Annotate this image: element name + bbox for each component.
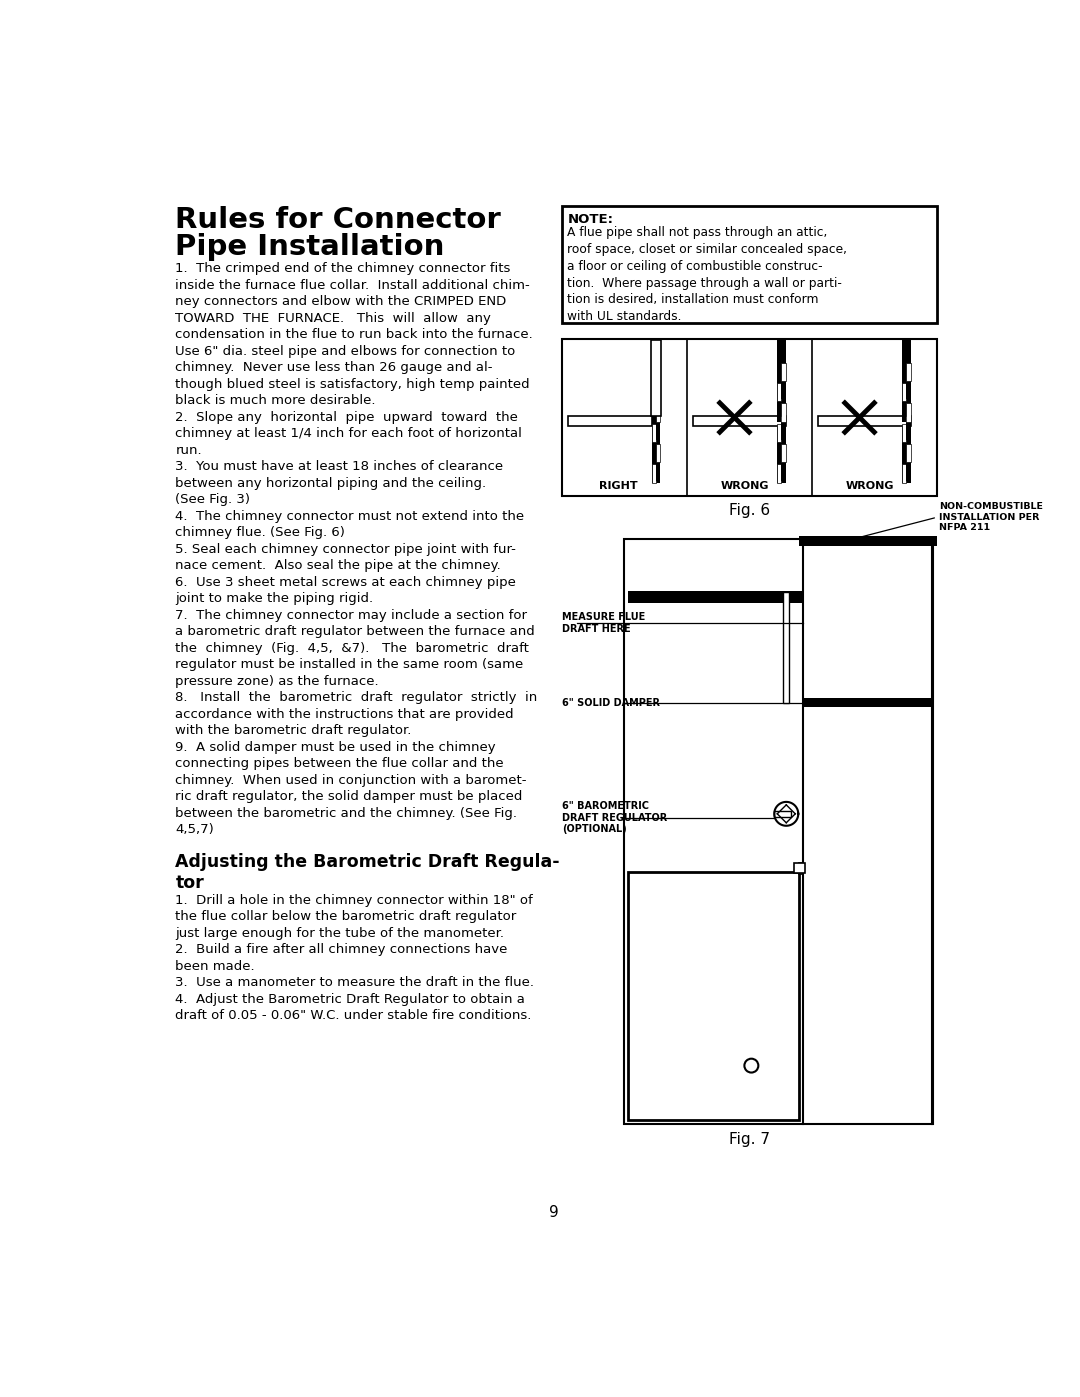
Text: Pipe Installation: Pipe Installation bbox=[175, 233, 445, 261]
Bar bbox=[781, 362, 785, 381]
Text: A flue pipe shall not pass through an attic,
roof space, closet or similar conce: A flue pipe shall not pass through an at… bbox=[567, 226, 848, 323]
Bar bbox=[627, 591, 804, 604]
Bar bbox=[777, 464, 781, 482]
Bar bbox=[804, 698, 932, 707]
Bar bbox=[777, 404, 781, 422]
Bar bbox=[902, 383, 906, 401]
Text: WRONG: WRONG bbox=[720, 481, 769, 490]
Bar bbox=[652, 464, 657, 482]
Text: Rules for Connector: Rules for Connector bbox=[175, 207, 501, 235]
Bar bbox=[693, 416, 785, 426]
Bar bbox=[781, 462, 785, 481]
Bar bbox=[652, 404, 657, 422]
Text: 1.  The crimped end of the chimney connector fits
inside the furnace flue collar: 1. The crimped end of the chimney connec… bbox=[175, 263, 538, 837]
Text: tor: tor bbox=[175, 873, 204, 891]
Bar bbox=[906, 462, 910, 481]
Bar bbox=[794, 863, 805, 873]
Bar bbox=[652, 423, 657, 441]
Bar bbox=[781, 404, 785, 422]
Bar bbox=[657, 422, 661, 440]
Bar bbox=[906, 422, 910, 440]
Bar bbox=[657, 362, 661, 381]
Bar bbox=[819, 416, 910, 426]
Text: 9: 9 bbox=[549, 1206, 558, 1220]
Text: Adjusting the Barometric Draft Regula-: Adjusting the Barometric Draft Regula- bbox=[175, 854, 559, 870]
Bar bbox=[562, 338, 937, 496]
Bar bbox=[781, 381, 785, 400]
Bar bbox=[783, 592, 789, 703]
Text: 6" SOLID DAMPER: 6" SOLID DAMPER bbox=[562, 697, 660, 708]
Bar bbox=[652, 362, 657, 381]
Bar bbox=[777, 383, 781, 401]
Text: RIGHT: RIGHT bbox=[599, 481, 637, 490]
Bar bbox=[777, 339, 785, 482]
Bar bbox=[652, 383, 657, 401]
Bar bbox=[902, 404, 906, 422]
Bar bbox=[902, 339, 910, 482]
Bar bbox=[627, 872, 799, 1120]
Text: WRONG: WRONG bbox=[846, 481, 894, 490]
Bar bbox=[774, 810, 792, 817]
Bar bbox=[799, 863, 804, 875]
Bar bbox=[777, 423, 781, 441]
Text: Fig. 7: Fig. 7 bbox=[729, 1132, 770, 1147]
Bar bbox=[657, 404, 661, 422]
Bar bbox=[902, 423, 906, 441]
Bar bbox=[657, 444, 661, 462]
Bar bbox=[902, 444, 906, 462]
Text: NON-COMBUSTIBLE
INSTALLATION PER
NFPA 211: NON-COMBUSTIBLE INSTALLATION PER NFPA 21… bbox=[939, 502, 1042, 532]
Bar bbox=[777, 362, 781, 381]
Bar bbox=[562, 207, 937, 323]
Bar bbox=[781, 444, 785, 462]
Text: Fig. 6: Fig. 6 bbox=[729, 503, 770, 518]
Bar bbox=[799, 536, 937, 546]
Bar bbox=[902, 362, 906, 381]
Bar bbox=[781, 422, 785, 440]
Bar bbox=[624, 539, 933, 1125]
Text: 6" BAROMETRIC
DRAFT REGULATOR
(OPTIONAL): 6" BAROMETRIC DRAFT REGULATOR (OPTIONAL) bbox=[562, 800, 667, 834]
Bar bbox=[568, 416, 652, 426]
Bar bbox=[652, 339, 661, 482]
Bar bbox=[657, 381, 661, 400]
Bar bbox=[906, 381, 910, 400]
Text: MEASURE FLUE
DRAFT HERE: MEASURE FLUE DRAFT HERE bbox=[562, 612, 645, 633]
Bar bbox=[657, 462, 661, 481]
Bar bbox=[906, 404, 910, 422]
Text: 1.  Drill a hole in the chimney connector within 18" of
the flue collar below th: 1. Drill a hole in the chimney connector… bbox=[175, 894, 535, 1023]
Bar bbox=[777, 444, 781, 462]
Bar bbox=[906, 362, 910, 381]
Bar bbox=[652, 444, 657, 462]
Bar bbox=[902, 464, 906, 482]
Bar bbox=[906, 444, 910, 462]
Text: NOTE:: NOTE: bbox=[567, 214, 613, 226]
Bar bbox=[651, 339, 661, 416]
